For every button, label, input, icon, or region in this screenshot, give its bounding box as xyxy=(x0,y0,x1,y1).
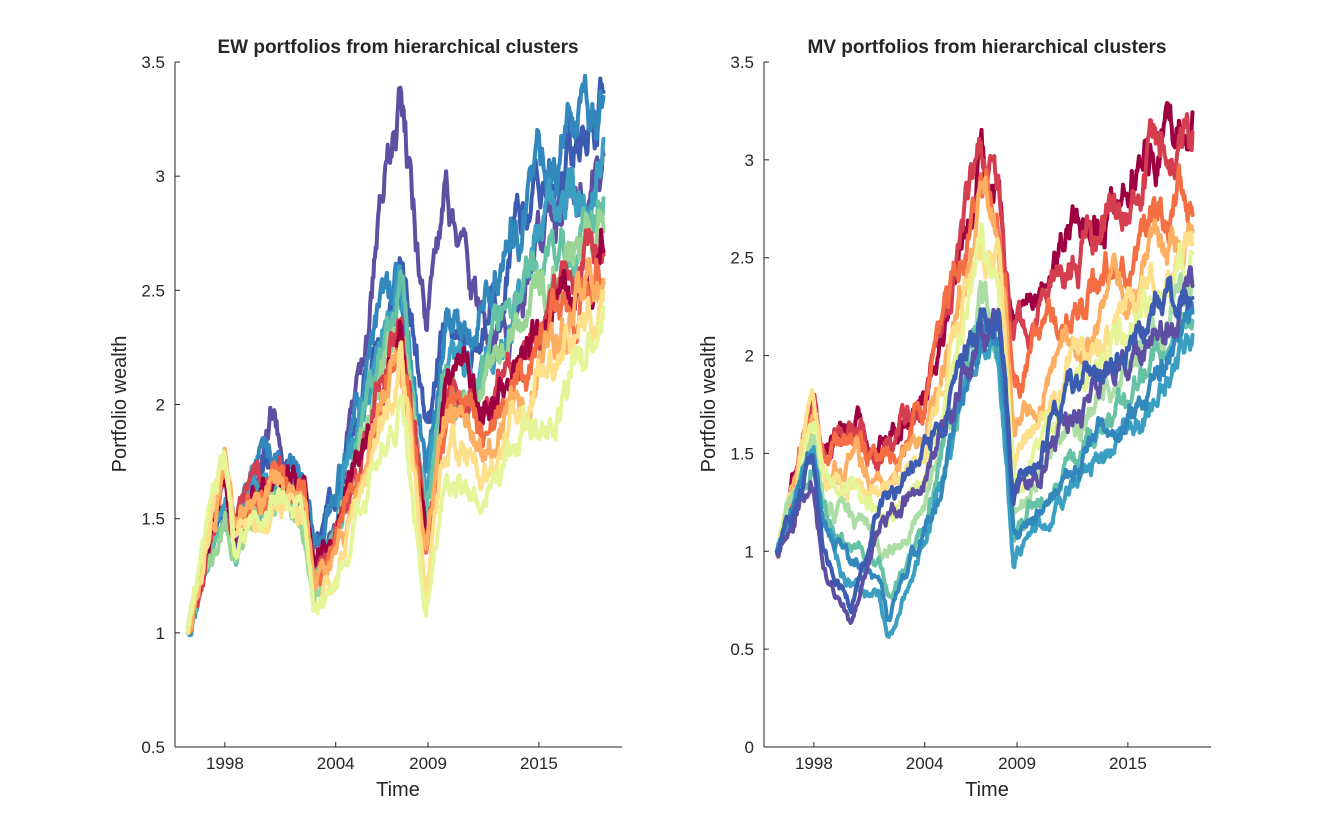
y-axis-label: Portfolio wealth xyxy=(109,336,131,473)
x-tick-label: 2004 xyxy=(317,754,355,773)
x-tick-label: 2015 xyxy=(520,754,558,773)
y-tick-label: 3 xyxy=(156,167,165,186)
x-axis-label: Time xyxy=(376,779,420,801)
y-tick-label: 2 xyxy=(745,347,754,366)
ew-chart-axes: EW portfolios from hierarchical clusters… xyxy=(109,37,622,801)
y-tick-label: 0.5 xyxy=(730,640,754,659)
y-axis-label: Portfolio wealth xyxy=(698,336,720,473)
y-tick-label: 1 xyxy=(156,624,165,643)
x-tick-label: 1998 xyxy=(206,754,244,773)
y-tick-label: 2 xyxy=(156,396,165,415)
x-axis-label: Time xyxy=(965,779,1009,801)
y-tick-label: 3 xyxy=(745,151,754,170)
ticks: 1998 2004 2009 2015 0.5 1 1.5 2 2.5 3 3.5 xyxy=(141,53,557,773)
ticks: 1998 2004 2009 2015 0 0.5 1 1.5 2 2.5 3 3.5 xyxy=(730,53,1146,773)
series-line-12 xyxy=(774,275,1195,615)
y-tick-label: 3.5 xyxy=(141,53,165,72)
y-tick-label: 0.5 xyxy=(141,738,165,757)
series-line-12 xyxy=(185,305,606,635)
y-tick-label: 1.5 xyxy=(730,444,754,463)
series-line-10 xyxy=(774,300,1195,623)
mv-chart-axes: MV portfolios from hierarchical clusters… xyxy=(698,37,1211,801)
series-line-6 xyxy=(774,222,1195,555)
chart-title: EW portfolios from hierarchical clusters xyxy=(217,37,578,58)
chart-title: MV portfolios from hierarchical clusters xyxy=(808,37,1167,58)
y-tick-label: 1.5 xyxy=(141,510,165,529)
y-tick-label: 2.5 xyxy=(141,281,165,300)
axis-lines xyxy=(763,62,1211,748)
x-tick-label: 1998 xyxy=(795,754,833,773)
x-tick-label: 2004 xyxy=(906,754,944,773)
series-layer xyxy=(774,101,1195,639)
y-tick-label: 3.5 xyxy=(730,53,754,72)
series-line-3 xyxy=(185,73,606,635)
y-tick-label: 1 xyxy=(745,542,754,561)
series-line-9 xyxy=(774,326,1195,639)
x-tick-label: 2009 xyxy=(998,754,1036,773)
series-line-5 xyxy=(774,230,1195,559)
x-tick-label: 2015 xyxy=(1109,754,1147,773)
y-tick-label: 0 xyxy=(745,738,754,757)
series-line-4 xyxy=(185,136,606,638)
series-layer xyxy=(185,73,606,638)
y-tick-label: 2.5 xyxy=(730,249,754,268)
x-tick-label: 2009 xyxy=(409,754,447,773)
